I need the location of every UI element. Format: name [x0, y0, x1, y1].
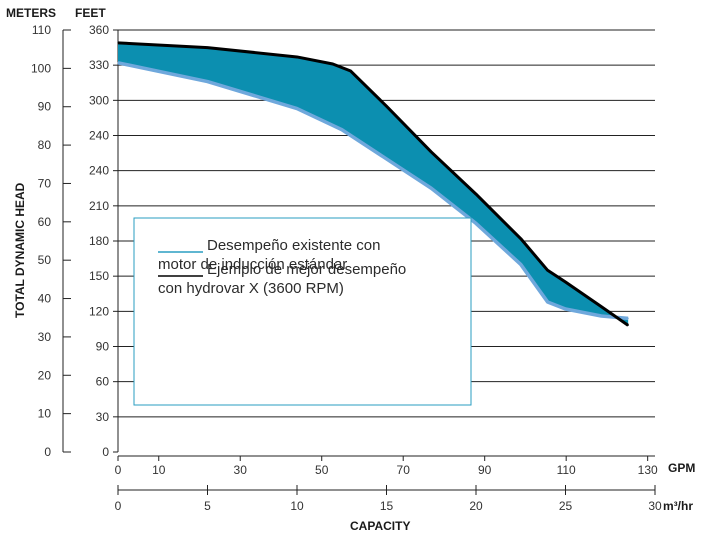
performance-gain-area [118, 42, 629, 326]
series-existing-point [430, 187, 432, 189]
m3hr-tick-label: 20 [469, 499, 483, 513]
feet-tick-label: 60 [96, 375, 110, 389]
meters-tick-label: 90 [38, 100, 52, 114]
series-hydrovar-point [206, 46, 209, 49]
series-existing-point [627, 317, 629, 319]
series-existing-point [117, 62, 119, 64]
feet-tick-label: 90 [96, 340, 110, 354]
gpm-tick-label: 0 [115, 463, 122, 477]
feet-tick-label: 30 [96, 410, 110, 424]
series-hydrovar-point [296, 56, 298, 58]
series-existing-point [206, 80, 209, 83]
series-hydrovar-point [564, 281, 567, 283]
series-hydrovar-point [547, 269, 549, 271]
gpm-tick-label: 50 [315, 463, 329, 477]
meters-tick-label: 50 [38, 253, 52, 267]
meters-tick-label: 60 [38, 215, 52, 229]
series-existing-point [341, 129, 343, 131]
series-existing-point [475, 222, 477, 225]
meters-tick-label: 80 [38, 138, 52, 152]
feet-tick-label: 240 [89, 129, 109, 143]
series-existing-point [520, 263, 522, 266]
series-existing-point [564, 308, 567, 310]
gpm-tick-label: 90 [478, 463, 492, 477]
series-hydrovar-point [117, 42, 119, 44]
x-axes: 0 10 30 50 70 90 110 130 0 5 10 15 20 25 30 [115, 455, 662, 513]
feet-tick-label: 210 [89, 199, 109, 213]
feet-tick-label: 360 [89, 23, 109, 37]
gpm-tick-label: 130 [638, 463, 658, 477]
series-existing-line [117, 61, 629, 321]
m3hr-unit-label: m³/hr [663, 499, 693, 513]
meters-tick-label: 10 [38, 407, 52, 421]
meters-tick-label: 100 [31, 61, 51, 75]
series-hydrovar-point [627, 324, 629, 326]
series-existing-point [547, 301, 549, 303]
feet-tick-label: 150 [89, 269, 109, 283]
feet-tick-label: 330 [89, 58, 109, 72]
feet-tick-label: 300 [89, 93, 109, 107]
series-hydrovar-point [332, 63, 334, 65]
feet-tick-label: 180 [89, 234, 109, 248]
legend: Desempeño existente con motor de inducci… [133, 217, 472, 406]
series-hydrovar-point [430, 151, 432, 153]
m3hr-tick-label: 5 [204, 499, 211, 513]
gpm-tick-label: 70 [397, 463, 411, 477]
m3hr-tick-label: 30 [648, 499, 662, 513]
gpm-tick-label: 30 [234, 463, 248, 477]
gpm-tick-label: 110 [557, 463, 576, 477]
gpm-unit-label: GPM [668, 461, 695, 475]
meters-tick-label: 30 [38, 330, 52, 344]
m3hr-tick-label: 0 [115, 499, 122, 513]
gpm-tick-label: 10 [152, 463, 166, 477]
legend-entry-hydrovar-line1: Ejemplo de mejor desempeño [207, 261, 406, 278]
m3hr-tick-label: 15 [380, 499, 394, 513]
series-existing-point [600, 315, 602, 317]
legend-entry-hydrovar-line2: con hydrovar X (3600 RPM) [158, 280, 344, 297]
feet-tick-label: 120 [89, 304, 109, 318]
legend-entry-existing-line2: motor de inducción estándar [158, 256, 347, 273]
series-hydrovar-point [385, 105, 388, 107]
meters-axis-label: METERS [6, 6, 56, 20]
series-hydrovar-point [520, 238, 522, 240]
m3hr-tick-label: 10 [290, 499, 304, 513]
x-axis-label: CAPACITY [350, 519, 410, 533]
legend-entry-existing-line1: Desempeño existente con [207, 237, 380, 254]
series-hydrovar-point [475, 193, 477, 195]
feet-tick-label: 240 [89, 164, 109, 178]
meters-tick-label: 20 [38, 368, 52, 382]
series-existing-point [296, 107, 298, 110]
series-existing-point [385, 158, 388, 160]
legend-box [133, 217, 472, 406]
series-hydrovar-point [350, 70, 352, 72]
series-hydrovar-point [600, 306, 602, 308]
meters-tick-label: 0 [44, 445, 51, 459]
meters-tick-label: 70 [38, 176, 52, 190]
m3hr-tick-label: 25 [559, 499, 573, 513]
meters-tick-label: 110 [32, 23, 51, 37]
plot-area [117, 41, 630, 327]
feet-tick-label: 0 [102, 445, 109, 459]
feet-axis-label: FEET [75, 6, 106, 20]
meters-tick-label: 40 [38, 292, 52, 306]
y-axis-label: TOTAL DYNAMIC HEAD [13, 182, 27, 318]
